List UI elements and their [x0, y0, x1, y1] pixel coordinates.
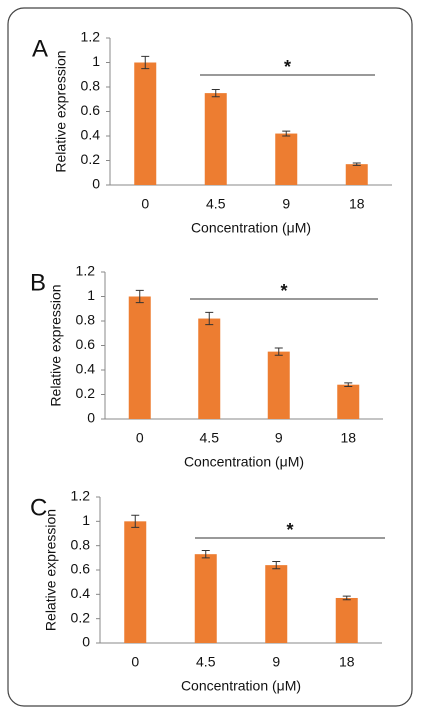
y-tick-label: 0 — [92, 176, 100, 192]
x-tick-label: 9 — [275, 430, 283, 446]
error-bar — [211, 88, 220, 98]
y-tick-label: 0 — [87, 410, 95, 426]
error-bar — [342, 595, 351, 601]
bar — [128, 296, 151, 419]
bar — [335, 597, 358, 643]
significance-mark: * — [280, 281, 287, 301]
x-tick-label: 0 — [136, 430, 144, 446]
x-tick-label: 9 — [272, 654, 280, 670]
bar — [265, 565, 288, 643]
significance-mark: * — [286, 520, 293, 540]
x-axis-label: Concentration (μM) — [181, 678, 301, 694]
y-tick-label: 1.2 — [81, 29, 101, 45]
panel-label: B — [30, 269, 46, 296]
bar — [275, 133, 298, 185]
y-tick-label: 1 — [82, 512, 90, 528]
x-tick-label: 0 — [141, 196, 149, 212]
y-tick-label: 1 — [87, 287, 95, 303]
bar — [204, 93, 227, 185]
error-bar — [274, 347, 283, 356]
bar — [124, 521, 147, 643]
y-axis-label: Relative expression — [43, 509, 59, 631]
x-axis-label: Concentration (μM) — [184, 454, 304, 470]
error-bar — [141, 55, 150, 70]
y-tick-label: 1.2 — [71, 488, 91, 504]
x-tick-label: 4.5 — [196, 654, 216, 670]
error-bar — [205, 311, 214, 326]
x-tick-label: 4.5 — [206, 196, 226, 212]
x-tick-label: 18 — [339, 654, 355, 670]
frame — [7, 7, 413, 707]
y-tick-label: 1.2 — [76, 263, 96, 279]
y-tick-label: 0.6 — [71, 561, 91, 577]
y-tick-label: 0.8 — [81, 78, 101, 94]
y-axis-label: Relative expression — [48, 284, 64, 406]
y-tick-label: 0.2 — [81, 151, 101, 167]
error-bar — [352, 162, 361, 166]
y-tick-label: 0 — [82, 634, 90, 650]
bar — [345, 164, 368, 185]
y-tick-label: 0.4 — [71, 585, 91, 601]
x-tick-label: 4.5 — [200, 430, 220, 446]
bar — [337, 384, 360, 419]
error-bar — [344, 382, 353, 388]
x-tick-label: 18 — [349, 196, 365, 212]
panel-label: A — [32, 35, 48, 62]
error-bar — [201, 550, 210, 559]
bar — [194, 554, 217, 643]
error-bar — [131, 514, 140, 528]
bar — [267, 351, 290, 419]
x-tick-label: 0 — [131, 654, 139, 670]
x-axis-label: Concentration (μM) — [191, 220, 311, 236]
y-tick-label: 0.6 — [76, 336, 96, 352]
x-tick-label: 9 — [282, 196, 290, 212]
error-bar — [135, 289, 144, 304]
error-bar — [272, 560, 281, 570]
y-tick-label: 0.8 — [76, 312, 96, 328]
bar — [134, 62, 157, 185]
y-tick-label: 0.6 — [81, 102, 101, 118]
y-tick-label: 0.2 — [76, 385, 96, 401]
panel-label: C — [30, 494, 47, 521]
y-axis-label: Relative expression — [53, 50, 69, 172]
error-bar — [282, 130, 291, 137]
y-tick-label: 0.4 — [81, 127, 101, 143]
y-tick-label: 0.8 — [71, 536, 91, 552]
bar — [198, 318, 221, 419]
x-tick-label: 18 — [340, 430, 356, 446]
y-tick-label: 0.4 — [76, 361, 96, 377]
significance-mark: * — [284, 57, 291, 77]
y-tick-label: 1 — [92, 53, 100, 69]
y-tick-label: 0.2 — [71, 609, 91, 625]
